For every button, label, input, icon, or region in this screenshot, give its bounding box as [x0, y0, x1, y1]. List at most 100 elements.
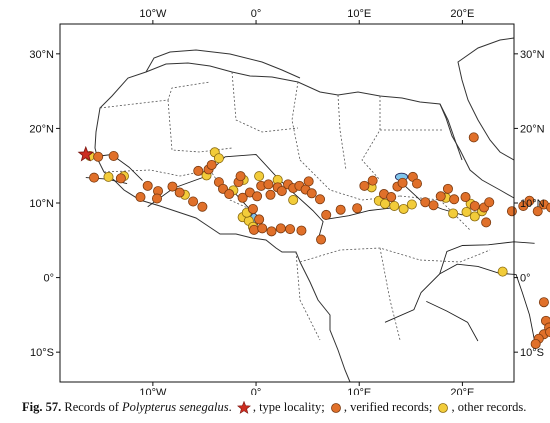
verified-record-marker: [506, 206, 517, 217]
verified-record-marker: [359, 180, 370, 191]
other-record-marker: [103, 171, 114, 182]
border-line: [299, 159, 401, 201]
verified-record-marker: [306, 188, 317, 199]
verified-record-marker: [174, 187, 185, 198]
graticule-ticks: 10°W10°W0°0°10°E10°E20°E20°E30°E30°E30°N…: [29, 8, 545, 395]
lon-label-bottom: 10°E: [347, 387, 371, 395]
type-locality-group: [77, 145, 94, 162]
verified-record-marker: [275, 223, 286, 234]
figure-label: Fig. 57.: [22, 400, 62, 414]
river-line: [439, 241, 535, 275]
border-line: [231, 71, 299, 133]
border-line: [167, 99, 233, 153]
verified-record-marker: [397, 177, 408, 188]
verified-record-marker: [135, 192, 146, 203]
border-line: [379, 247, 401, 341]
verified-record-marker: [460, 192, 471, 203]
river-line: [384, 263, 536, 342]
verified-record-marker: [352, 203, 363, 214]
verified-record-marker: [252, 191, 263, 202]
verified-records-group: [89, 132, 550, 349]
other-record-marker: [448, 208, 459, 219]
lat-label-right: 0°: [520, 273, 531, 285]
red-sea-coast: [439, 103, 463, 161]
africa-landmass: [94, 62, 515, 383]
arabia-landmass: [457, 37, 515, 161]
lon-label-bottom: 0°: [251, 387, 262, 395]
verified-record-marker: [546, 202, 550, 213]
river-line: [426, 300, 479, 342]
lat-label-left: 10°S: [30, 347, 54, 359]
verified-record-marker: [285, 224, 296, 235]
verified-record-marker: [420, 197, 431, 208]
other-legend-label: , other records.: [451, 400, 527, 414]
type-locality-legend-label: , type locality;: [252, 400, 325, 414]
lat-label-left: 20°N: [29, 123, 54, 135]
other-record-marker: [497, 266, 508, 277]
verified-record-marker: [151, 193, 162, 204]
verified-record-marker: [367, 175, 378, 186]
verified-record-marker: [197, 201, 208, 212]
verified-record-marker: [235, 171, 246, 182]
lon-label-top: 10°W: [139, 8, 167, 20]
verified-record-marker: [303, 176, 314, 187]
type-locality-star: [77, 145, 94, 162]
verified-record-marker: [206, 159, 217, 170]
verified-record-marker: [538, 297, 549, 308]
lon-label-bottom: 10°W: [139, 387, 167, 395]
verified-record-marker: [257, 223, 268, 234]
border-line: [419, 249, 491, 263]
verified-record-marker: [142, 180, 153, 191]
border-line: [299, 247, 421, 263]
figure-caption: Fig. 57. Records of Polypterus senegalus…: [22, 398, 542, 416]
mediterranean-coast: [145, 49, 301, 79]
river-line: [147, 154, 324, 241]
verified-record-marker: [108, 151, 119, 162]
other-record-marker: [389, 200, 400, 211]
lat-label-left: 0°: [43, 273, 54, 285]
lat-label-right: 30°N: [520, 49, 545, 61]
other-legend-icon: [438, 403, 449, 414]
verified-record-marker: [266, 226, 277, 237]
verified-record-marker: [248, 224, 259, 235]
border-line: [361, 96, 381, 181]
verified-record-marker: [237, 192, 248, 203]
verified-record-marker: [315, 194, 326, 205]
verified-record-marker: [265, 189, 276, 200]
verified-record-marker: [530, 338, 541, 349]
border-line: [99, 81, 211, 109]
other-record-marker: [254, 171, 265, 182]
border-line: [103, 169, 211, 177]
verified-record-marker: [428, 200, 439, 211]
river-line: [325, 207, 396, 220]
verified-record-marker: [481, 217, 492, 228]
verified-legend-icon: [330, 403, 341, 414]
verified-legend-label: , verified records;: [343, 400, 433, 414]
lat-label-left: 10°N: [29, 198, 54, 210]
other-record-marker: [288, 195, 299, 206]
other-record-marker: [461, 206, 472, 217]
verified-record-marker: [386, 192, 397, 203]
verified-record-marker: [296, 225, 307, 236]
border-line: [295, 251, 321, 341]
caption-text-after-species: .: [228, 400, 235, 414]
verified-record-marker: [167, 181, 178, 192]
lon-label-top: 10°E: [347, 8, 371, 20]
other-record-marker: [398, 203, 409, 214]
verified-record-marker: [224, 189, 235, 200]
verified-record-marker: [442, 183, 453, 194]
verified-record-marker: [468, 132, 479, 143]
verified-record-marker: [335, 204, 346, 215]
lat-label-right: 20°N: [520, 123, 545, 135]
verified-record-marker: [412, 178, 423, 189]
verified-record-marker: [545, 327, 550, 338]
verified-record-marker: [435, 191, 446, 202]
verified-record-marker: [316, 234, 327, 245]
type-locality-legend-icon: [236, 401, 251, 415]
verified-record-marker: [321, 209, 332, 220]
other-record-marker: [213, 153, 224, 164]
lat-label-right: 10°N: [520, 198, 545, 210]
verified-record-marker: [193, 165, 204, 176]
lon-label-bottom: 20°E: [450, 387, 474, 395]
species-name: Polypterus senegalus: [121, 400, 229, 414]
